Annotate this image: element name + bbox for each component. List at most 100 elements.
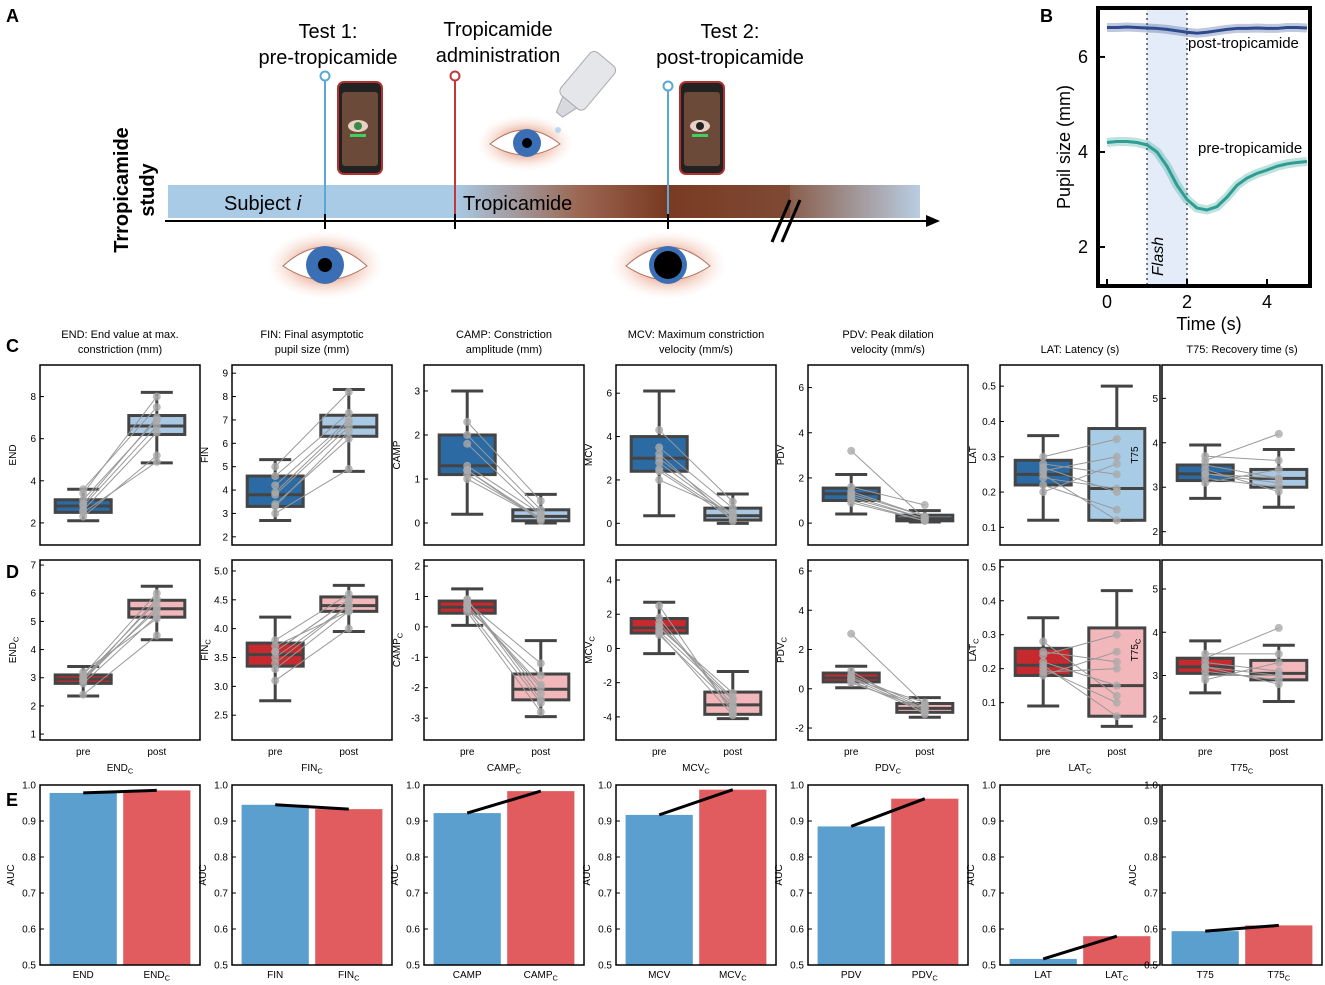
- bar: [241, 804, 309, 965]
- subject-point: [152, 428, 161, 437]
- y-tick-label: 0.7: [214, 889, 228, 900]
- y-tick-label: 6: [798, 383, 804, 394]
- y-tick-label: 5: [222, 462, 228, 473]
- x-tick-label: T75: [1197, 970, 1215, 981]
- y-tick-label: 4.5: [214, 595, 228, 606]
- subject-point: [344, 595, 353, 604]
- subject-point: [463, 430, 472, 439]
- y-tick-label: 0.5: [406, 961, 420, 972]
- plot-frame: [231, 559, 393, 741]
- x-axis-label: LATC: [1068, 763, 1092, 775]
- x-tick-label-part: LAT: [1034, 970, 1052, 981]
- bar: [699, 789, 767, 965]
- panel-title: END: End value at max.: [61, 329, 178, 341]
- x-tick-label: post: [531, 747, 550, 758]
- subject-point: [463, 466, 472, 475]
- study-label: study: [137, 162, 159, 216]
- subject-point: [1112, 657, 1121, 666]
- subject-point: [79, 690, 88, 699]
- subject-point: [1112, 664, 1121, 673]
- y-tick-label: 1.0: [406, 781, 420, 792]
- subject-point: [655, 465, 664, 474]
- subject-point: [1112, 691, 1121, 700]
- subject-point: [920, 704, 929, 713]
- x-axis-label-part: C: [1086, 766, 1092, 775]
- y-axis-label-part: END: [8, 444, 19, 465]
- x-axis-label: ENDC: [107, 763, 134, 775]
- plot-frame: [1096, 6, 1312, 288]
- panel-label: B: [1040, 6, 1053, 26]
- pair-line: [466, 605, 542, 686]
- pair-line: [1042, 473, 1118, 521]
- y-tick-label: 4: [1078, 142, 1088, 162]
- x-tick-label: T75C: [1267, 970, 1290, 982]
- phase-label: Tropicamide: [463, 193, 572, 215]
- pair-line: [82, 598, 158, 681]
- x-axis-label-part: CAMP: [487, 763, 516, 774]
- subject-point: [1274, 429, 1283, 438]
- event-label: pre-tropicamide: [259, 47, 398, 69]
- pair-line: [82, 615, 158, 684]
- subject-point: [655, 601, 664, 610]
- subject-point: [271, 653, 280, 662]
- y-tick-label: 0.5: [982, 961, 996, 972]
- y-tick-label: 6: [606, 389, 612, 400]
- pair-line: [274, 468, 350, 514]
- y-axis-label: FINC: [200, 639, 212, 661]
- y-tick-label: 0.5: [982, 382, 996, 393]
- subject-point: [271, 488, 280, 497]
- x-tick-label: PDV: [841, 970, 862, 981]
- x-axis-label-part: C: [128, 766, 134, 775]
- subject-point: [152, 631, 161, 640]
- pair-line: [658, 468, 734, 518]
- subject-point: [728, 508, 737, 517]
- eye-drop: [477, 51, 617, 171]
- plot-frame: [807, 364, 969, 546]
- y-tick-label: 0.5: [214, 961, 228, 972]
- y-axis-label: AUC: [1128, 864, 1139, 885]
- subject-point: [1274, 671, 1283, 680]
- y-tick-label: 2.5: [214, 711, 228, 722]
- pair-line: [1205, 627, 1279, 659]
- subject-point: [271, 481, 280, 490]
- y-tick-label: 0.9: [790, 817, 804, 828]
- subject-point: [1274, 623, 1283, 632]
- pair-line: [1043, 456, 1117, 472]
- y-tick-label: 9: [222, 369, 228, 380]
- y-tick-label: 0.6: [22, 925, 36, 936]
- event-label: Tropicamide: [443, 19, 552, 41]
- subject-point: [152, 403, 161, 412]
- pin-head: [662, 80, 674, 92]
- plot-frame: [999, 364, 1161, 546]
- y-tick-label: 1.0: [1144, 781, 1158, 792]
- y-tick-label: -3: [411, 714, 420, 725]
- pair-line: [851, 486, 925, 506]
- subject-point: [1039, 661, 1048, 670]
- y-tick-label: 0.8: [982, 853, 996, 864]
- x-axis-label-part: MCV: [682, 763, 705, 774]
- pin-head: [319, 70, 331, 82]
- subject-point: [152, 589, 161, 598]
- subject-point: [847, 482, 856, 491]
- y-tick-label: 0.6: [1144, 925, 1158, 936]
- y-axis-label: MCVC: [584, 636, 596, 664]
- y-axis-label-part: C: [203, 639, 212, 645]
- y-tick-label: 0.7: [790, 889, 804, 900]
- y-axis-label: AUC: [774, 864, 785, 885]
- x-tick-label-part: END: [73, 970, 94, 981]
- y-tick-label: 0.8: [406, 853, 420, 864]
- x-tick-label-part: FIN: [267, 970, 283, 981]
- y-tick-label: 0.9: [982, 817, 996, 828]
- y-axis-label-part: C: [971, 638, 980, 644]
- subject-point: [920, 710, 929, 719]
- x-tick-label-part: C: [741, 973, 747, 982]
- subject-point: [79, 495, 88, 504]
- subject-point: [536, 708, 545, 717]
- y-tick-label: 0.7: [982, 889, 996, 900]
- y-axis-label: CAMPC: [392, 632, 404, 667]
- panel-title: FIN: Final asymptotic: [260, 329, 364, 341]
- y-tick-label: -2: [411, 683, 420, 694]
